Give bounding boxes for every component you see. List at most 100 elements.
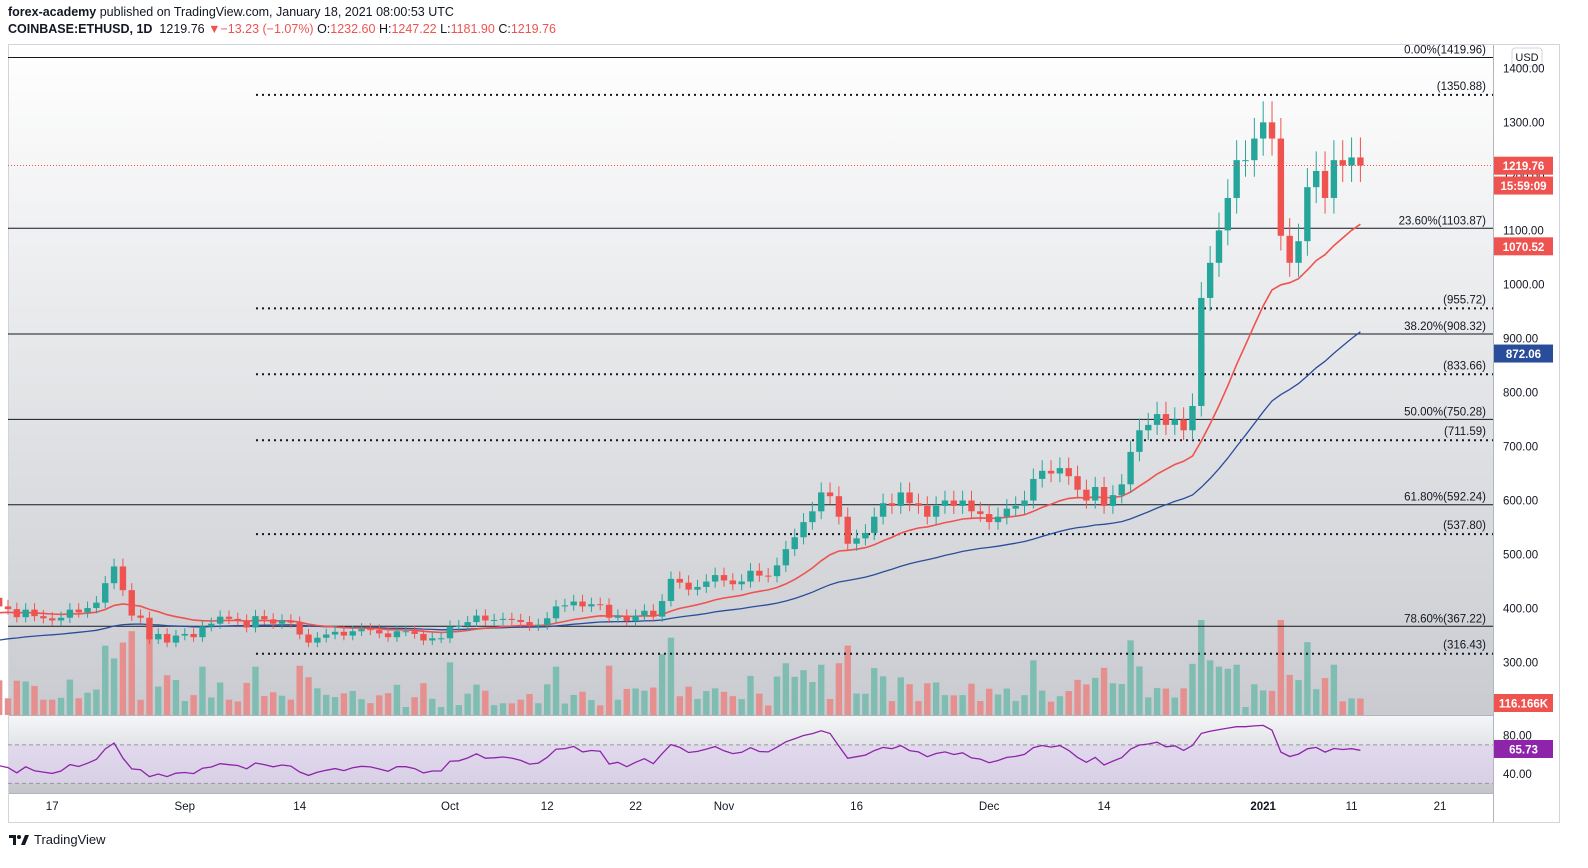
candle-body xyxy=(13,609,21,618)
time-axis[interactable]: 17 Sep 14 Oct 12 22 Nov 16 Dec 14 2021 11 21 xyxy=(46,801,1447,813)
candle-body xyxy=(473,615,480,623)
volume-series xyxy=(0,620,1364,715)
candle-body xyxy=(1304,187,1311,242)
candle-body xyxy=(305,634,312,643)
volume-bar xyxy=(1056,696,1064,715)
candle-body xyxy=(791,537,798,550)
volume-bar xyxy=(517,699,524,715)
candle-body xyxy=(552,606,560,619)
candle-body xyxy=(1056,468,1064,474)
tradingview-logo-icon xyxy=(9,835,29,845)
dotted-level-label: (955.72) xyxy=(1443,294,1486,306)
volume-bar xyxy=(234,701,242,715)
volume-bar xyxy=(1171,697,1178,715)
price-tick-label: 1000.00 xyxy=(1503,279,1545,291)
fibonacci-levels[interactable]: 0.00%(1419.96) 23.60%(1103.87) 38.20%(908.… xyxy=(8,45,1493,655)
candle-body xyxy=(0,597,3,607)
volume-bar xyxy=(243,682,250,715)
candle-body xyxy=(694,586,701,590)
candle-body xyxy=(269,619,277,624)
volume-bar xyxy=(420,683,427,715)
candle-body xyxy=(862,532,869,539)
candle-body xyxy=(40,616,47,619)
candle-body xyxy=(764,575,772,577)
volume-bar xyxy=(800,670,807,715)
volume-bar xyxy=(809,682,816,715)
fib-level-label: 50.00%(750.28) xyxy=(1404,406,1486,418)
author-name[interactable]: forex-academy xyxy=(8,5,97,19)
volume-bar xyxy=(0,680,3,715)
candle-body xyxy=(773,565,781,577)
candle-body xyxy=(181,633,188,636)
volume-bar xyxy=(1268,690,1276,715)
candle-body xyxy=(605,604,613,618)
candle-body xyxy=(632,615,639,621)
candle-body xyxy=(703,581,710,587)
candle-body xyxy=(119,566,127,591)
volume-bar xyxy=(844,645,851,715)
volume-bar xyxy=(1065,691,1072,715)
candle-body xyxy=(1348,157,1355,166)
fib-level-label: 0.00%(1419.96) xyxy=(1404,45,1486,57)
volume-bar xyxy=(137,699,144,715)
candle-body xyxy=(650,610,657,617)
volume-bar xyxy=(1357,698,1364,715)
volume-bar xyxy=(1224,668,1232,715)
candle-body xyxy=(1012,505,1019,509)
tradingview-footer[interactable]: TradingView xyxy=(8,830,106,848)
volume-bar xyxy=(13,680,21,715)
volume-bar xyxy=(1074,679,1081,715)
brand-name[interactable]: TradingView xyxy=(34,831,106,847)
volume-bar xyxy=(252,666,259,715)
currency-label[interactable]: USD xyxy=(1515,52,1538,64)
volume-bar xyxy=(1100,667,1108,715)
candle-body xyxy=(641,610,648,616)
candle-body xyxy=(1198,297,1205,406)
volume-bar xyxy=(482,690,489,715)
candle-body xyxy=(4,606,12,610)
volume-bar xyxy=(490,705,498,715)
candle-body xyxy=(1189,405,1196,431)
volume-bar xyxy=(349,691,356,715)
symbol-label[interactable]: COINBASE:ETHUSD, 1D xyxy=(8,22,153,36)
volume-bar xyxy=(1003,688,1011,715)
candle-body xyxy=(384,633,392,638)
candle-body xyxy=(482,615,489,621)
candle-body xyxy=(985,514,993,523)
candle-body xyxy=(747,570,754,582)
time-tick-label: Dec xyxy=(979,801,1000,813)
volume-bar xyxy=(1304,642,1311,715)
volume-bar xyxy=(4,698,12,715)
candle-body xyxy=(614,615,622,618)
price-badge-bg xyxy=(1494,237,1553,256)
volume-bar xyxy=(1259,690,1267,715)
candle-body xyxy=(1065,468,1072,477)
volume-bar xyxy=(1321,678,1329,715)
currency-button[interactable] xyxy=(1511,47,1543,67)
candle-body xyxy=(1321,170,1329,198)
volume-bar xyxy=(535,703,542,715)
volume-bar xyxy=(658,654,666,715)
volume-bar xyxy=(826,699,834,715)
volume-bar xyxy=(216,682,224,715)
candle-body xyxy=(464,622,471,626)
price-tick-label: 1400.00 xyxy=(1503,63,1545,75)
candle-body xyxy=(66,609,74,618)
candle-body xyxy=(278,620,286,624)
candle-body xyxy=(1171,419,1178,425)
price-pane[interactable] xyxy=(8,44,1493,715)
price-axis[interactable]: 300.00 400.00 500.00 600.00 700.00 800.00 900.… xyxy=(1503,63,1545,780)
time-tick-label: 14 xyxy=(1098,801,1111,813)
candle-body xyxy=(826,492,834,497)
candle-body xyxy=(570,601,577,606)
price-badge-bg xyxy=(1494,344,1553,363)
volume-bar xyxy=(22,681,29,715)
candle-body xyxy=(22,609,29,618)
price-badge: 1070.52 xyxy=(1503,242,1545,254)
volume-bar xyxy=(703,691,710,715)
candle-body xyxy=(994,516,1002,523)
volume-bar xyxy=(128,631,135,715)
candle-body xyxy=(163,633,171,643)
close-value: 1219.76 xyxy=(510,22,556,36)
